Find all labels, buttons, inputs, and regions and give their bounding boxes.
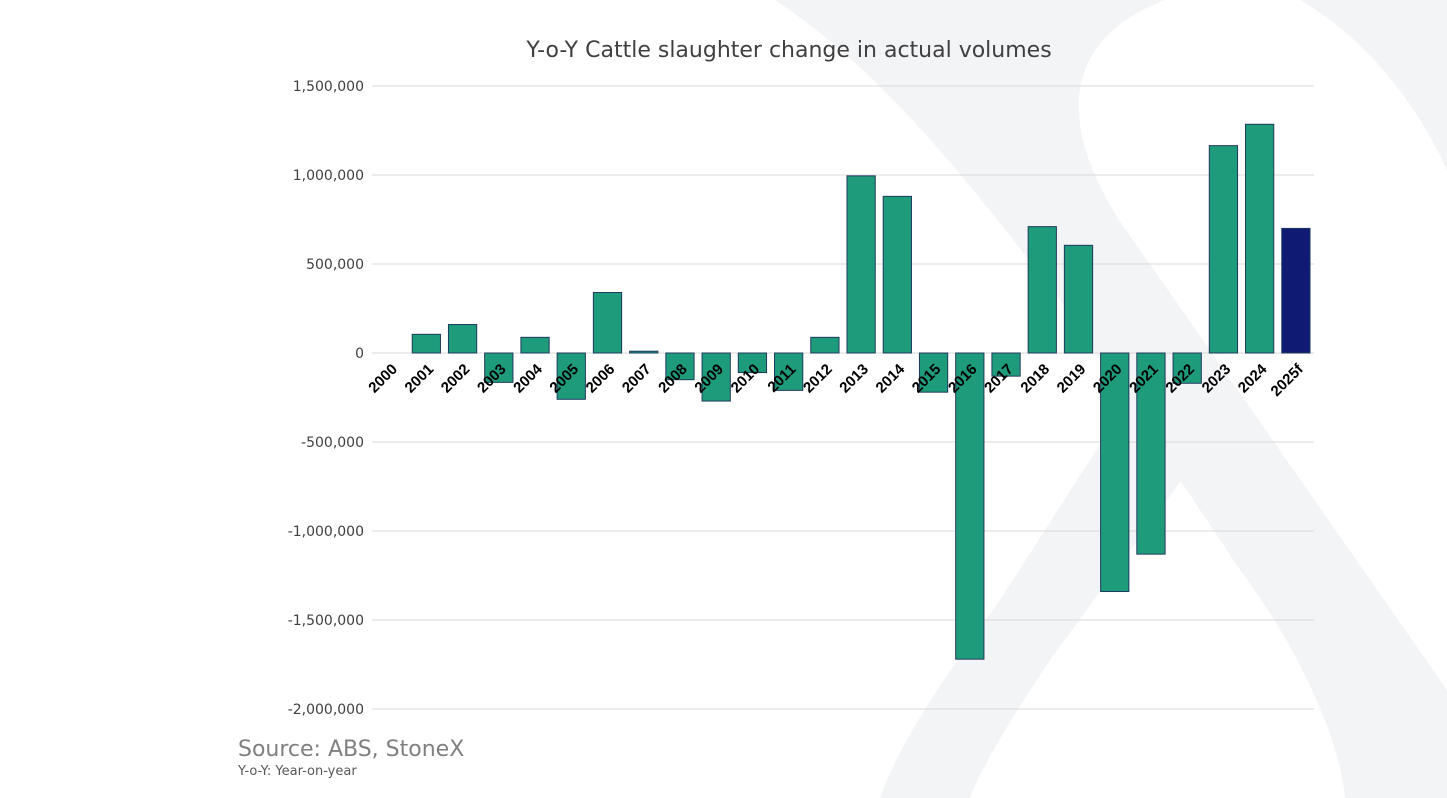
bar-2011 [774, 352, 804, 391]
bar-2023 [1208, 145, 1239, 354]
source-note: Source: ABS, StoneX [238, 737, 465, 762]
x-tick-label: 2002 [438, 361, 474, 397]
x-tick-label: 2000 [365, 361, 401, 397]
chart-title: Y-o-Y Cattle slaughter change in actual … [525, 38, 1051, 63]
y-tick-label: -2,000,000 [288, 702, 364, 718]
y-tick-label: 1,500,000 [293, 79, 364, 95]
bar-2002 [447, 324, 478, 354]
x-tick-label: 2001 [402, 361, 438, 397]
y-tick-label: -1,500,000 [288, 613, 364, 629]
bar-2017 [991, 352, 1021, 377]
bar-2018 [1027, 226, 1057, 354]
y-tick-label: -1,000,000 [288, 524, 364, 540]
bar-2008 [665, 352, 695, 381]
bar-2005 [556, 352, 586, 400]
x-tick-label: 2004 [510, 360, 546, 396]
y-tick-label: -500,000 [301, 435, 364, 451]
x-tick-label: 2023 [1199, 361, 1235, 397]
footnote: Y-o-Y: Year-on-year [238, 764, 357, 779]
y-tick-label: 0 [355, 346, 364, 362]
bar-2006 [592, 291, 623, 354]
bar-2010 [737, 352, 768, 374]
x-tick-label: 2006 [583, 361, 619, 397]
x-tick-label: 2025f [1268, 360, 1308, 400]
stonex-x-logo-shape [775, 0, 1447, 798]
y-axis-tick-labels: 1,500,000 1,000,000 500,000 0 -500,000 -1,000… [288, 79, 364, 718]
bar-2019 [1063, 244, 1094, 354]
x-tick-label: 2012 [800, 361, 836, 397]
x-tick-label: 2024 [1235, 360, 1271, 396]
bar-2004 [520, 336, 550, 354]
bar-2021 [1136, 352, 1166, 555]
y-tick-label: 500,000 [306, 257, 364, 273]
gridlines [372, 85, 1314, 710]
bar-2003 [484, 352, 514, 383]
bar-2020 [1100, 352, 1130, 593]
x-tick-label: 2013 [836, 361, 872, 397]
bar-2007 [629, 350, 659, 354]
x-tick-label: 2019 [1054, 361, 1090, 397]
x-tick-label: 2007 [619, 361, 655, 397]
x-tick-label: 2018 [1017, 361, 1053, 397]
bar-2001 [411, 333, 441, 354]
bar-2022 [1172, 352, 1202, 384]
y-tick-label: 1,000,000 [293, 168, 364, 184]
bar-2016 [955, 352, 985, 660]
bar-2024 [1245, 123, 1275, 354]
bar-2012 [810, 336, 840, 354]
bar-2013 [846, 175, 876, 354]
x-tick-label: 2014 [873, 360, 909, 396]
bar-2009 [701, 352, 731, 402]
bar-2025f [1281, 227, 1311, 354]
bar-2014 [882, 195, 912, 354]
bars [411, 123, 1311, 660]
bar-2015 [918, 352, 949, 393]
